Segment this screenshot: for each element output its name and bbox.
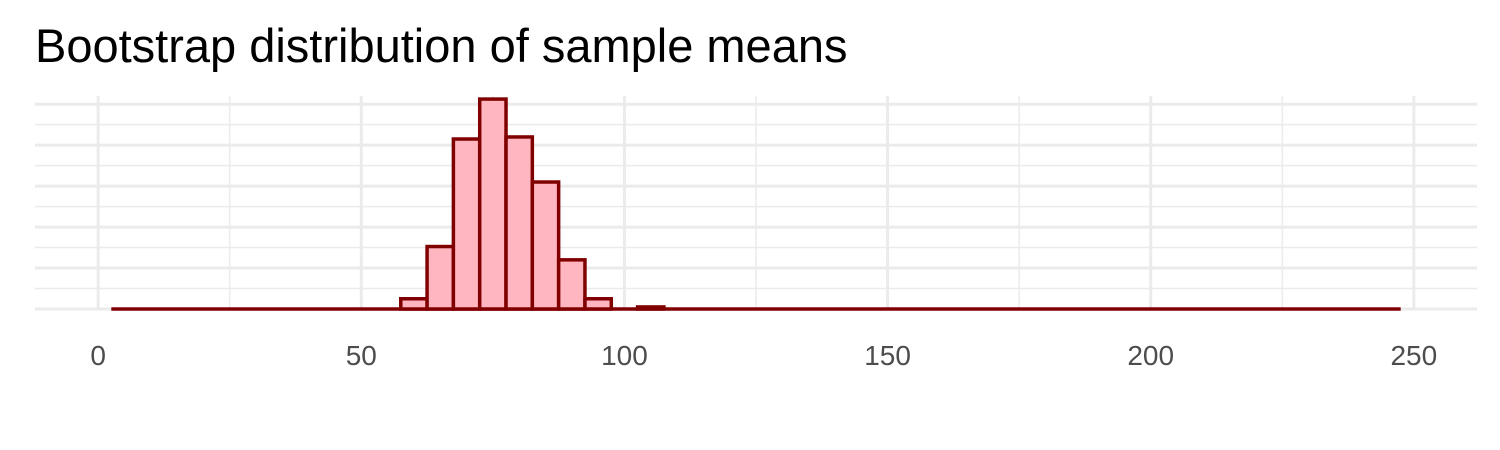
histogram-bar bbox=[425, 244, 456, 311]
x-tick-label: 100 bbox=[601, 340, 648, 371]
x-tick-label: 250 bbox=[1390, 340, 1437, 371]
histogram-bar bbox=[556, 258, 587, 311]
grid-lines bbox=[35, 96, 1477, 311]
histogram-bar bbox=[504, 135, 535, 311]
histogram-bar bbox=[399, 297, 429, 311]
histogram-bar bbox=[583, 297, 614, 311]
x-tick-label: 200 bbox=[1127, 340, 1174, 371]
histogram-bar bbox=[530, 180, 561, 311]
histogram-bar bbox=[635, 305, 666, 311]
histogram-bar bbox=[451, 137, 482, 311]
x-tick-label: 0 bbox=[90, 340, 106, 371]
x-tick-label: 150 bbox=[864, 340, 911, 371]
histogram-bars bbox=[111, 97, 1401, 311]
histogram-bar bbox=[477, 97, 508, 311]
x-axis-ticks: 0 50 100 150 200 250 bbox=[90, 340, 1437, 371]
chart-title: Bootstrap distribution of sample means bbox=[35, 19, 848, 72]
x-tick-label: 50 bbox=[346, 340, 377, 371]
